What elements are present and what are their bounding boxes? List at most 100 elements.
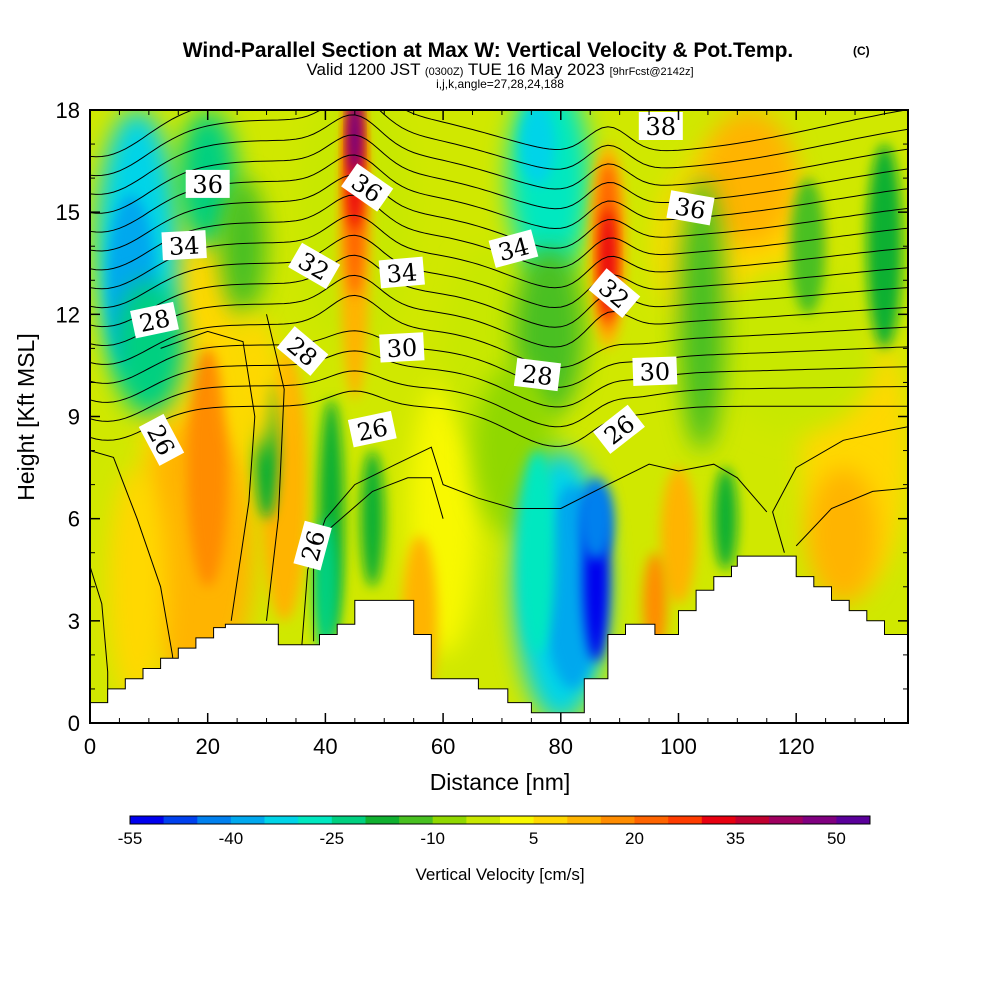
contour-label: 38 bbox=[638, 112, 683, 141]
x-tick-label: 80 bbox=[549, 734, 573, 759]
colorbar-tick-label: 5 bbox=[529, 829, 538, 848]
colorbar-swatch bbox=[197, 816, 232, 824]
colorbar bbox=[129, 815, 871, 825]
field-patch bbox=[107, 467, 167, 706]
theta-contour bbox=[90, 294, 908, 369]
field-patch bbox=[807, 467, 879, 604]
theta-contour bbox=[301, 446, 768, 645]
y-tick-label: 6 bbox=[68, 507, 80, 532]
contour-label: 36 bbox=[666, 190, 715, 226]
colorbar-tick-label: -10 bbox=[420, 829, 445, 848]
colorbar-tick-label: 35 bbox=[726, 829, 745, 848]
x-tick-label: 20 bbox=[195, 734, 219, 759]
contour-label-text: 34 bbox=[168, 231, 200, 261]
y-tick-label: 9 bbox=[68, 405, 80, 430]
x-axis: 0 20 40 60 80 100 120 bbox=[84, 110, 885, 759]
field-patch bbox=[702, 110, 797, 247]
field-patch bbox=[866, 144, 903, 349]
colorbar-tick-label: -55 bbox=[118, 829, 143, 848]
theta-contour bbox=[90, 134, 908, 214]
field-patch bbox=[790, 178, 826, 315]
y-tick-label: 3 bbox=[68, 609, 80, 634]
theta-contour bbox=[90, 114, 908, 195]
colorbar-swatch bbox=[735, 816, 770, 824]
contour-label-text: 36 bbox=[192, 171, 223, 199]
theta-contour bbox=[160, 330, 256, 621]
grid-info: i,j,k,angle=27,28,24,188 bbox=[436, 77, 564, 91]
contour-label-text: 36 bbox=[673, 192, 708, 225]
contour-label: 28 bbox=[130, 301, 179, 339]
valid-utc: (0300Z) bbox=[425, 66, 464, 78]
contour-label-bg bbox=[288, 242, 341, 289]
contour-label: 30 bbox=[632, 356, 678, 387]
contour-label-bg bbox=[638, 112, 683, 140]
theta-contour bbox=[90, 274, 908, 348]
colorbar-swatch bbox=[769, 816, 804, 824]
colorbar-swatch bbox=[533, 816, 568, 824]
contour-label: 28 bbox=[513, 358, 561, 392]
chart-subtitle: Valid 1200 JST (0300Z) TUE 16 May 2023 [… bbox=[306, 60, 693, 79]
theta-contour bbox=[772, 426, 908, 553]
theta-contour bbox=[90, 330, 908, 388]
field-patch bbox=[713, 263, 879, 434]
theta-contour bbox=[90, 214, 908, 290]
valid-date: TUE 16 May 2023 bbox=[468, 60, 605, 79]
chart-title: Wind-Parallel Section at Max W: Vertical… bbox=[183, 39, 794, 62]
contour-label: 26 bbox=[293, 520, 332, 571]
field-patch bbox=[713, 467, 738, 570]
field-patch bbox=[360, 450, 385, 587]
contour-label-text: 30 bbox=[386, 334, 418, 364]
colorbar-swatch bbox=[668, 816, 703, 824]
contour-label-bg bbox=[161, 230, 207, 261]
colorbar-tick-label: -25 bbox=[320, 829, 345, 848]
x-tick-label: 0 bbox=[84, 734, 96, 759]
colorbar-swatch bbox=[600, 816, 635, 824]
contour-label-bg bbox=[185, 169, 230, 198]
field-patch bbox=[519, 450, 555, 655]
colorbar-swatch bbox=[466, 816, 501, 824]
x-axis-label: Distance [nm] bbox=[430, 769, 571, 795]
field-patch bbox=[660, 467, 697, 604]
colorbar-swatch bbox=[230, 816, 265, 824]
field-patch bbox=[348, 110, 361, 175]
colorbar-ticks: -55 -40 -25 -10 5 20 35 50 bbox=[118, 829, 846, 848]
contour-label-bg bbox=[666, 190, 715, 226]
contour-label-bg bbox=[293, 520, 332, 571]
forecast-info: [9hrFcst@2142z] bbox=[610, 66, 694, 78]
theta-contour bbox=[90, 370, 908, 428]
x-tick-label: 60 bbox=[431, 734, 455, 759]
theta-contours bbox=[90, 110, 908, 707]
colorbar-tick-label: -40 bbox=[219, 829, 244, 848]
colorbar-swatch bbox=[130, 816, 165, 824]
field-patch bbox=[231, 314, 279, 451]
colorbar-swatch bbox=[634, 816, 669, 824]
colorbar-swatch bbox=[365, 816, 400, 824]
contour-label-text: 28 bbox=[520, 360, 554, 392]
theta-contour bbox=[90, 350, 908, 408]
theta-contour bbox=[90, 110, 908, 158]
contour-label: 30 bbox=[379, 332, 425, 364]
theta-contour bbox=[90, 110, 908, 177]
colorbar-swatch bbox=[432, 816, 467, 824]
valid-time: Valid 1200 JST bbox=[306, 60, 420, 79]
contour-label: 34 bbox=[161, 230, 207, 261]
colorbar-swatch bbox=[701, 816, 736, 824]
contour-label-bg bbox=[513, 358, 561, 392]
contour-label-bg bbox=[138, 413, 185, 466]
colorbar-tick-label: 20 bbox=[625, 829, 644, 848]
contour-label-bg bbox=[276, 326, 329, 376]
field-patch bbox=[187, 348, 229, 587]
contour-label-text: 26 bbox=[355, 413, 391, 447]
colorbar-swatch bbox=[567, 816, 602, 824]
theta-contour bbox=[90, 390, 908, 447]
contour-label-bg bbox=[130, 301, 179, 339]
colorbar-swatch bbox=[264, 816, 299, 824]
contour-label: 34 bbox=[378, 256, 425, 289]
contour-label: 34 bbox=[488, 229, 539, 268]
field-patch bbox=[219, 178, 267, 315]
colorbar-frame bbox=[129, 815, 871, 825]
contour-label: 36 bbox=[185, 169, 230, 199]
colorbar-swatch bbox=[399, 816, 434, 824]
